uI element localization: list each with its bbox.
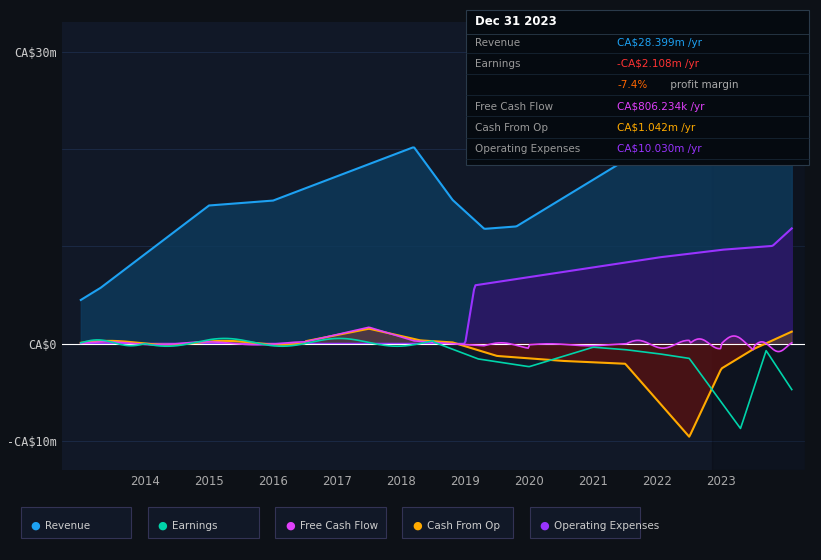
Text: ●: ● [539,521,549,531]
Text: CA$28.399m /yr: CA$28.399m /yr [617,38,703,48]
Text: Free Cash Flow: Free Cash Flow [300,521,378,531]
Text: -CA$2.108m /yr: -CA$2.108m /yr [617,59,699,69]
Text: -7.4%: -7.4% [617,81,648,91]
Text: ●: ● [158,521,167,531]
Text: Revenue: Revenue [475,38,521,48]
Text: Revenue: Revenue [45,521,90,531]
Text: ●: ● [412,521,422,531]
Text: Free Cash Flow: Free Cash Flow [475,102,553,112]
Text: Operating Expenses: Operating Expenses [475,144,580,155]
Text: Earnings: Earnings [172,521,218,531]
Text: CA$1.042m /yr: CA$1.042m /yr [617,123,695,133]
Text: ●: ● [30,521,40,531]
Text: Dec 31 2023: Dec 31 2023 [475,15,557,28]
Text: CA$10.030m /yr: CA$10.030m /yr [617,144,702,155]
Bar [712,22,805,470]
Text: Cash From Op: Cash From Op [427,521,500,531]
Text: CA$806.234k /yr: CA$806.234k /yr [617,102,705,112]
Text: profit margin: profit margin [667,81,738,91]
Text: Operating Expenses: Operating Expenses [554,521,659,531]
Text: Earnings: Earnings [475,59,521,69]
Text: ●: ● [285,521,295,531]
Text: Cash From Op: Cash From Op [475,123,548,133]
